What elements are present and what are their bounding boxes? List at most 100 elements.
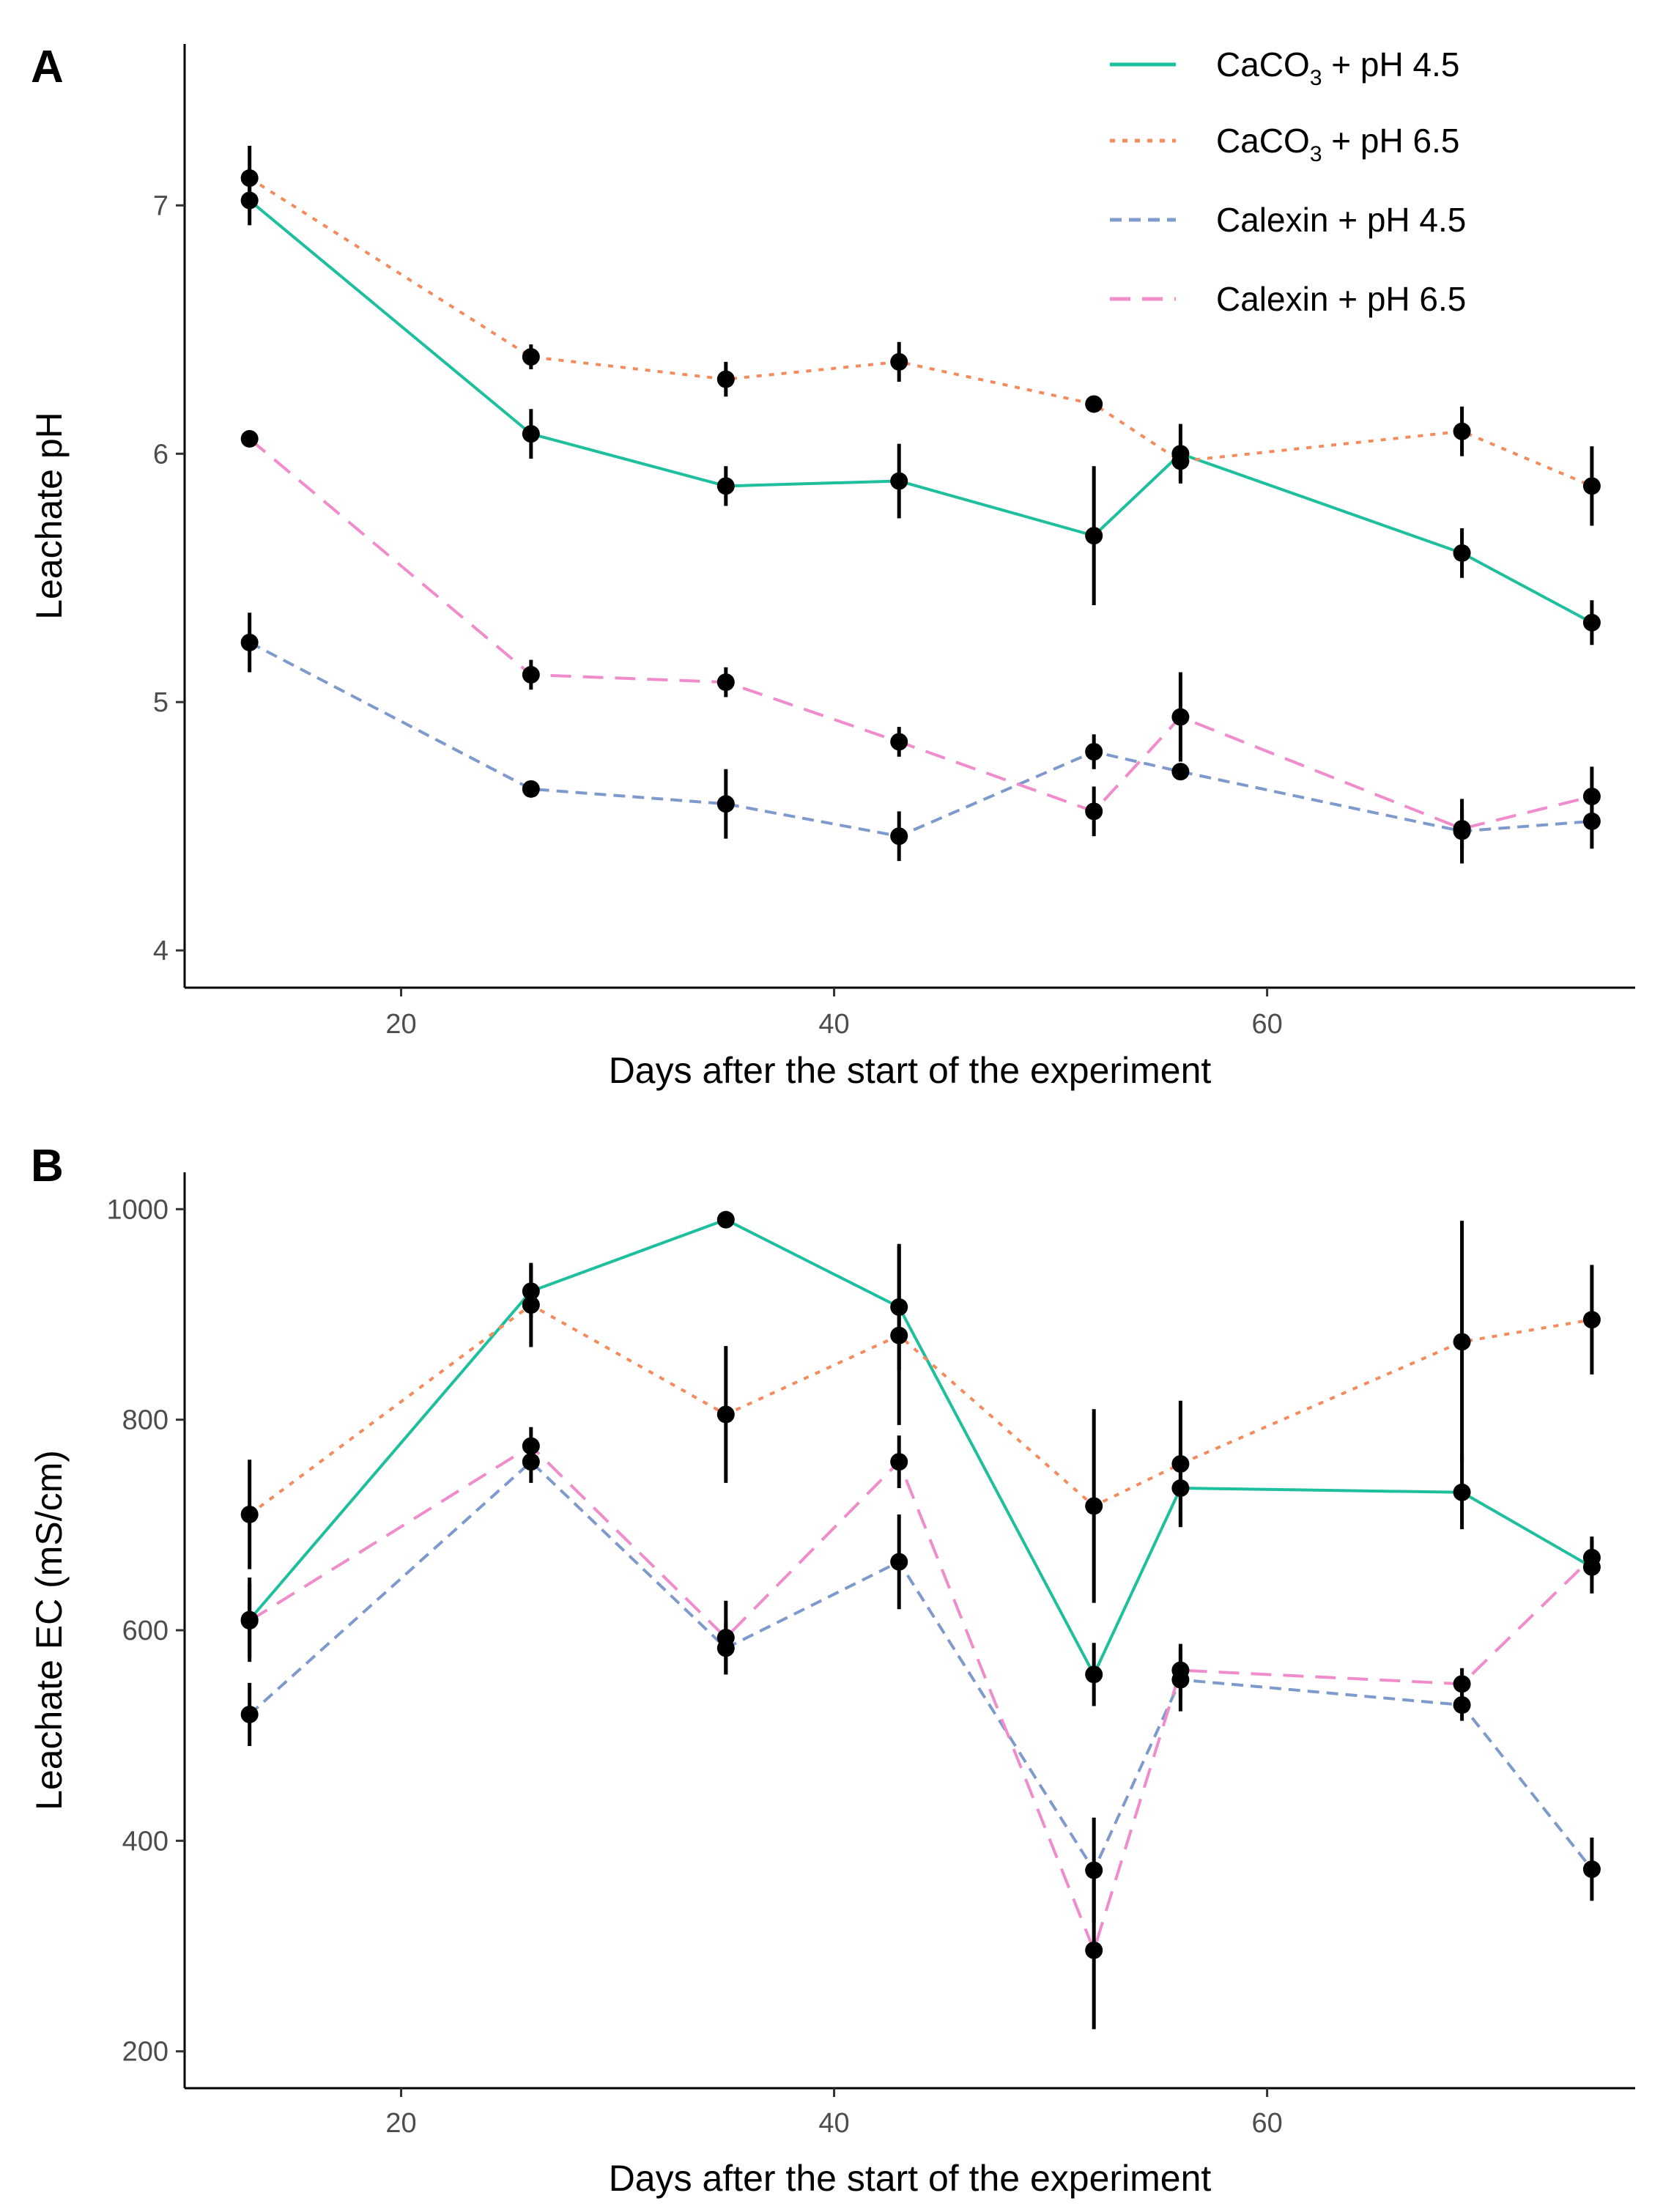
data-point xyxy=(890,1298,908,1316)
data-point xyxy=(1085,743,1103,761)
data-point xyxy=(522,780,540,798)
x-tick-label: 60 xyxy=(1251,1009,1282,1040)
legend-label-0: CaCO3 + pH 4.5 xyxy=(1216,45,1459,90)
x-tick-label: 40 xyxy=(818,2108,849,2139)
data-point xyxy=(522,1282,540,1301)
y-tick-label: 600 xyxy=(122,1616,168,1646)
data-point xyxy=(1453,1675,1471,1693)
legend-label-suffix: + pH 6.5 xyxy=(1322,122,1460,160)
x-axis-title: Days after the start of the experiment xyxy=(609,2158,1212,2199)
data-point xyxy=(522,1437,540,1455)
data-point xyxy=(716,795,735,813)
data-point xyxy=(1453,1333,1471,1351)
legend-label-prefix: CaCO xyxy=(1216,122,1310,160)
data-point xyxy=(522,665,540,684)
data-point xyxy=(240,1705,259,1723)
data-point xyxy=(890,733,908,751)
data-point xyxy=(1453,820,1471,838)
legend-label-suffix: + pH 4.5 xyxy=(1322,45,1460,84)
panel-letter: B xyxy=(31,1141,64,1191)
series-line-3 xyxy=(248,1444,1593,1952)
data-point xyxy=(890,352,908,371)
data-point xyxy=(716,1405,735,1424)
data-point xyxy=(1171,452,1190,470)
series-line-3 xyxy=(248,437,1593,831)
data-point xyxy=(1582,613,1601,632)
data-point xyxy=(716,1210,735,1229)
data-point xyxy=(240,429,259,448)
y-tick-label: 1000 xyxy=(106,1194,168,1225)
data-point xyxy=(522,1453,540,1471)
y-tick-label: 7 xyxy=(153,191,168,221)
data-point xyxy=(890,1326,908,1344)
panel-b: B 200 400 600 800 1000 20 40 60 Days after the st… xyxy=(29,1141,1635,2199)
data-point xyxy=(1582,812,1601,830)
x-tick-label: 20 xyxy=(385,2108,416,2139)
y-tick-label: 200 xyxy=(122,2037,168,2068)
data-point xyxy=(522,348,540,366)
panel-a: A 4 5 6 7 20 40 60 Days after the start of the e… xyxy=(29,42,1635,1091)
data-point xyxy=(522,425,540,443)
data-point xyxy=(240,633,259,651)
data-point xyxy=(1085,1497,1103,1515)
data-point xyxy=(1582,477,1601,495)
data-point xyxy=(1453,1696,1471,1715)
x-axis-title: Days after the start of the experiment xyxy=(609,1050,1212,1091)
data-point xyxy=(1085,1861,1103,1879)
data-point xyxy=(890,1453,908,1471)
series-line-1 xyxy=(248,1303,1593,1516)
data-point xyxy=(1171,1454,1190,1473)
data-point xyxy=(1085,1941,1103,1959)
series-line-0 xyxy=(248,1218,1593,1676)
legend-label-3: Calexin + pH 6.5 xyxy=(1216,280,1466,318)
data-point xyxy=(716,1629,735,1647)
data-point xyxy=(716,370,735,388)
series-line-0 xyxy=(248,199,1593,624)
x-tick-label: 20 xyxy=(385,1009,416,1040)
data-point xyxy=(890,1553,908,1571)
legend-label-1: CaCO3 + pH 6.5 xyxy=(1216,122,1459,166)
data-point xyxy=(240,1612,259,1630)
data-point xyxy=(890,472,908,490)
data-point xyxy=(240,1505,259,1523)
data-point xyxy=(1085,802,1103,821)
data-point xyxy=(1453,1483,1471,1501)
data-point xyxy=(890,827,908,846)
data-point xyxy=(1453,422,1471,440)
data-point xyxy=(1171,763,1190,781)
data-point xyxy=(1171,1479,1190,1498)
legend-label-prefix: CaCO xyxy=(1216,45,1310,84)
data-point xyxy=(522,1296,540,1314)
panel-letter: A xyxy=(31,42,64,92)
data-point xyxy=(1582,788,1601,806)
data-point xyxy=(1171,708,1190,726)
y-tick-label: 6 xyxy=(153,439,168,470)
x-tick-label: 40 xyxy=(818,1009,849,1040)
y-tick-label: 400 xyxy=(122,1826,168,1857)
legend-label-subscript: 3 xyxy=(1310,142,1322,166)
data-point xyxy=(1085,527,1103,545)
data-point xyxy=(1171,1661,1190,1679)
data-point xyxy=(716,673,735,692)
x-tick-label: 60 xyxy=(1251,2108,1282,2139)
data-point xyxy=(1582,1860,1601,1879)
legend-label-2: Calexin + pH 4.5 xyxy=(1216,201,1466,239)
y-tick-label: 4 xyxy=(153,936,168,966)
series-line-2 xyxy=(248,641,1593,838)
data-point xyxy=(1582,1311,1601,1329)
y-tick-label: 5 xyxy=(153,687,168,718)
series-line-2 xyxy=(248,1460,1593,1872)
y-axis-title: Leachate EC (mS/cm) xyxy=(29,1450,70,1810)
y-tick-label: 800 xyxy=(122,1405,168,1436)
data-point xyxy=(240,191,259,210)
legend-label-subscript: 3 xyxy=(1310,66,1322,90)
y-axis-title: Leachate pH xyxy=(29,412,70,620)
data-point xyxy=(1085,395,1103,413)
data-point xyxy=(1582,1548,1601,1566)
series-line-1 xyxy=(248,177,1593,488)
data-point xyxy=(240,169,259,188)
data-point xyxy=(1085,1665,1103,1684)
data-point xyxy=(1453,544,1471,562)
